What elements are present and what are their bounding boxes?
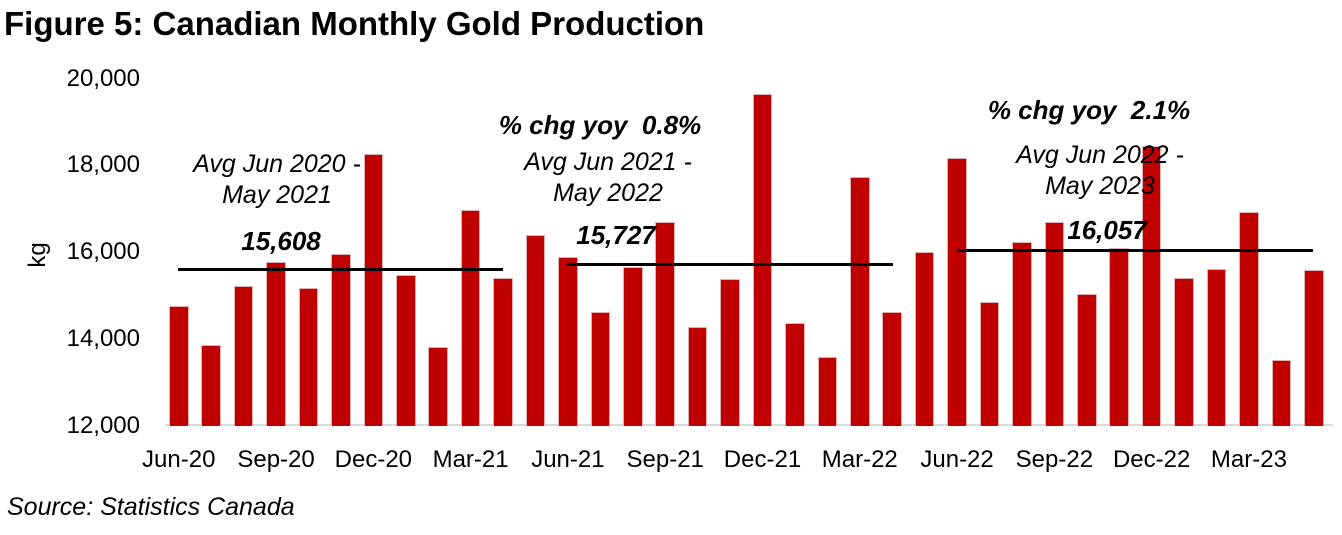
bar-May-21 [525,234,546,426]
x-axis-tick-Dec-21: Dec-21 [723,446,802,473]
y-axis-tick-16000: 16,000 [66,238,140,266]
x-axis-tick-Sep-22: Sep-22 [1015,446,1094,473]
avg-period-line1: Avg Jun 2022 - [1016,141,1184,169]
bar-Jun-21 [558,257,578,426]
bar-Feb-23 [1206,269,1227,426]
avg-value-label-2020-2021: 15,608 [241,226,321,256]
avg-period-line2: May 2021 [222,181,332,209]
average-line-3 [957,248,1313,252]
average-line-2 [567,263,893,267]
bar-Nov-20 [331,253,351,426]
avg-period-label-2022-2023: Avg Jun 2022 - May 2023 [1016,140,1184,202]
pct-change-label-2021-2022: % chg yoy 0.8% [498,110,702,140]
x-axis-tick-Dec-20: Dec-20 [334,446,413,473]
y-axis-tick-20000: 20,000 [66,64,140,92]
avg-period-label-2021-2022: Avg Jun 2021 - May 2022 [524,147,692,209]
bar-Mar-22 [850,177,870,426]
bar-Apr-22 [882,312,902,426]
bar-Sep-21 [655,221,675,426]
x-axis-tick-Jun-20: Jun-20 [142,446,216,473]
x-axis-baseline [165,424,1333,426]
bar-Mar-21 [460,210,481,426]
bar-Aug-20 [233,285,254,426]
avg-value-label-2021-2022: 15,727 [576,220,656,250]
bar-Jul-22 [979,301,1000,426]
avg-period-line1: Avg Jun 2021 - [524,148,692,176]
x-axis-tick-Mar-21: Mar-21 [432,446,509,473]
avg-period-label-2020-2021: Avg Jun 2020 - May 2021 [193,149,361,211]
bar-Jan-23 [1174,277,1194,426]
pct-change-label-2022-2023: % chg yoy 2.1% [987,95,1191,125]
bar-Feb-21 [428,347,448,426]
x-axis-tick-Jun-22: Jun-22 [920,446,994,473]
bar-Dec-22 [1141,146,1162,426]
x-axis-tick-Jun-21: Jun-21 [531,446,605,473]
bar-Nov-21 [720,279,740,426]
bar-Jun-20 [169,306,189,426]
bar-Mar-23 [1239,211,1259,426]
x-axis-tick-Mar-22: Mar-22 [821,446,898,473]
bar-Dec-20 [363,154,384,426]
y-axis-tick-18000: 18,000 [66,151,140,179]
avg-value-label-2022-2023: 16,057 [1067,215,1147,245]
bar-May-23 [1304,270,1324,426]
avg-period-line2: May 2022 [553,179,663,207]
bar-Aug-22 [1012,241,1032,426]
x-axis-tick-Sep-20: Sep-20 [237,446,315,473]
bar-Sep-20 [266,262,286,426]
bar-Oct-22 [1077,293,1097,426]
bar-Apr-21 [493,278,513,426]
bar-Jan-22 [785,323,805,426]
y-axis-tick-14000: 14,000 [66,325,140,353]
bar-Jul-21 [590,312,611,426]
y-axis-tick-12000: 12,000 [66,412,140,439]
bar-May-22 [914,251,935,426]
bar-Nov-22 [1109,247,1129,426]
x-axis-tick-Sep-21: Sep-21 [626,446,704,473]
x-axis-tick-Mar-23: Mar-23 [1210,446,1287,473]
bar-Dec-21 [752,94,773,426]
bar-Jan-21 [396,274,416,426]
avg-period-line1: Avg Jun 2020 - [193,150,361,178]
source-note: Source: Statistics Canada [7,493,295,521]
bar-Jun-22 [947,157,967,426]
bar-Sep-22 [1044,221,1065,426]
x-axis-tick-Dec-22: Dec-22 [1112,446,1191,473]
bar-Jul-20 [201,344,221,426]
bar-Oct-20 [298,287,319,426]
bar-Aug-21 [623,266,643,426]
figure-title: Figure 5: Canadian Monthly Gold Producti… [4,5,705,42]
average-line-1 [178,268,503,272]
bar-Oct-21 [687,326,708,426]
bar-Feb-22 [817,357,838,426]
avg-period-line2: May 2023 [1045,172,1155,200]
bar-Apr-23 [1271,359,1292,426]
